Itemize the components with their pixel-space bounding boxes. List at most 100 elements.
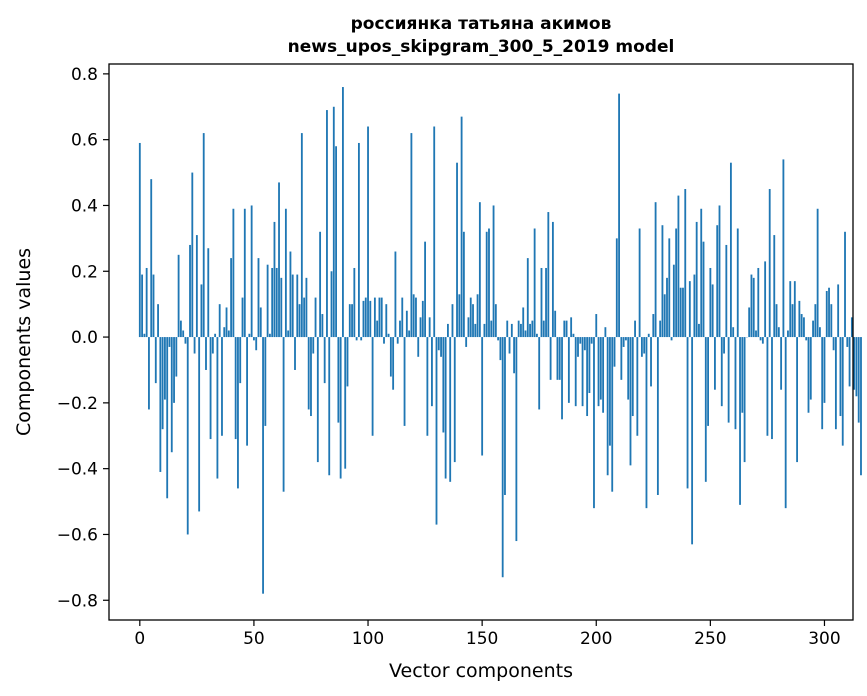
bar — [679, 287, 682, 338]
bar — [216, 337, 219, 479]
bar — [823, 337, 826, 403]
chart-subtitle: news_upos_skipgram_300_5_2019 model — [288, 37, 675, 57]
bar — [312, 337, 315, 354]
bar — [300, 133, 303, 338]
bar — [693, 274, 696, 338]
bar — [508, 337, 511, 354]
bar — [467, 317, 470, 338]
bar — [385, 304, 388, 338]
bar — [636, 337, 639, 436]
bar — [189, 244, 191, 338]
bar — [179, 320, 182, 338]
x-tick-label: 100 — [352, 629, 384, 649]
bar — [262, 337, 264, 594]
bar — [805, 337, 808, 341]
bar — [533, 228, 536, 338]
bar — [570, 317, 573, 338]
bar — [558, 337, 561, 380]
bar — [755, 330, 757, 338]
bar — [195, 235, 198, 338]
bar — [481, 337, 484, 456]
bar — [250, 205, 253, 338]
bar — [771, 337, 773, 440]
bar — [618, 93, 620, 338]
bar — [278, 182, 280, 338]
bar — [444, 337, 447, 479]
bar — [326, 110, 328, 338]
bar — [182, 330, 185, 338]
bar — [339, 337, 342, 479]
bar — [716, 225, 719, 338]
bar — [574, 337, 577, 407]
bar — [759, 337, 762, 341]
bar — [545, 267, 547, 338]
bar — [609, 337, 611, 446]
bar — [337, 337, 340, 423]
bar — [515, 337, 518, 542]
bar — [373, 297, 376, 338]
bar — [581, 337, 584, 407]
bar — [494, 304, 497, 338]
bar — [433, 126, 436, 338]
bar — [812, 320, 814, 338]
bar — [243, 208, 246, 338]
bar — [567, 337, 570, 403]
bar — [355, 337, 358, 341]
bar — [241, 297, 244, 338]
bar — [401, 297, 404, 338]
bar — [154, 337, 157, 384]
bar — [579, 337, 582, 344]
bar — [321, 314, 324, 338]
y-axis-ticks: −0.8 −0.6 −0.4 −0.2 0.0 0.2 0.4 0.6 0.8 — [57, 65, 109, 611]
bar — [513, 337, 516, 374]
bar — [650, 337, 652, 387]
bar — [611, 337, 614, 492]
bar — [520, 323, 522, 338]
bar — [280, 277, 283, 338]
bar — [748, 307, 751, 338]
bar — [848, 337, 851, 387]
y-tick-label: 0.8 — [71, 65, 98, 85]
bar — [702, 241, 705, 338]
bar — [816, 208, 819, 338]
bar — [828, 287, 830, 338]
bar — [483, 323, 486, 338]
bar — [773, 235, 776, 338]
bar — [661, 225, 664, 338]
bar — [586, 337, 589, 417]
bar — [855, 337, 858, 397]
bar — [200, 284, 203, 338]
bar — [177, 254, 180, 338]
bar — [638, 228, 641, 338]
bar — [780, 337, 783, 390]
bar — [451, 304, 454, 338]
bar — [654, 202, 657, 338]
bar — [335, 146, 337, 338]
bar — [282, 337, 285, 492]
bar — [750, 274, 753, 338]
bar — [447, 323, 449, 338]
bar — [184, 337, 187, 344]
bar — [474, 323, 477, 338]
bar — [643, 337, 646, 354]
bar — [485, 231, 488, 338]
bar — [499, 337, 502, 361]
bar — [392, 337, 395, 390]
bar — [405, 310, 408, 338]
bar — [807, 337, 810, 413]
bar — [138, 142, 141, 338]
bar — [793, 281, 796, 338]
bar — [542, 320, 545, 338]
bar — [168, 337, 171, 347]
bar — [428, 317, 431, 338]
bar — [305, 277, 308, 338]
bar — [860, 337, 862, 476]
bar — [264, 337, 267, 426]
bar — [714, 337, 716, 390]
bar — [369, 300, 372, 338]
bar — [764, 261, 767, 338]
bar — [497, 337, 500, 341]
bar — [234, 337, 237, 440]
bar — [431, 337, 433, 407]
bar — [417, 337, 420, 357]
